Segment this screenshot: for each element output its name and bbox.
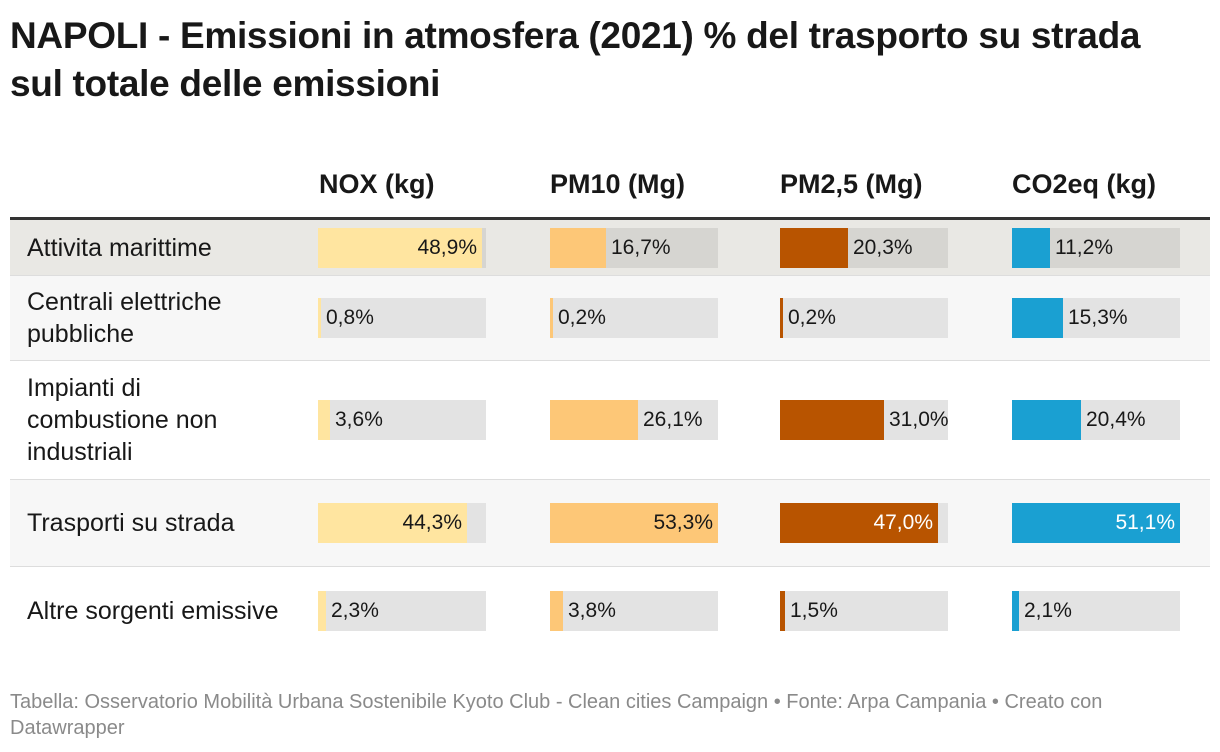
value-label-pm10: 26,1% <box>643 408 703 431</box>
value-label-nox: 44,3% <box>402 511 462 534</box>
bar-track-pm25: 31,0% <box>780 400 949 440</box>
bar-track-nox: 2,3% <box>318 591 486 631</box>
bar-co2eq <box>1012 298 1063 338</box>
bar-nox <box>318 591 326 631</box>
value-label-co2eq: 15,3% <box>1068 306 1128 329</box>
table-row: Attivita marittime 48,9% 16,7% 20,3% 11,2% <box>10 220 1210 276</box>
bar-track-co2eq: 11,2% <box>1012 228 1180 268</box>
bar-pm10 <box>550 503 718 543</box>
value-label-co2eq: 11,2% <box>1055 236 1113 259</box>
table-body: Attivita marittime 48,9% 16,7% 20,3% 11,2% Ce… <box>10 220 1210 655</box>
bar-track-co2eq: 51,1% <box>1012 503 1180 543</box>
bar-pm25 <box>780 400 884 440</box>
row-label: Impianti di combustione non industriali <box>27 374 218 466</box>
table-row: Impianti di combustione non industriali 3… <box>10 361 1210 480</box>
table-row: Trasporti su strada 44,3% 53,3% 47,0% 51,1% <box>10 480 1210 567</box>
value-label-pm25: 1,5% <box>790 599 838 622</box>
bar-track-pm10: 26,1% <box>550 400 718 440</box>
bar-pm25 <box>780 228 848 268</box>
bar-track-nox: 3,6% <box>318 400 486 440</box>
emissions-table: NOX (kg) PM10 (Mg) PM2,5 (Mg) CO2eq (kg)… <box>10 160 1210 655</box>
bar-track-nox: 48,9% <box>318 228 486 268</box>
source-note: Tabella: Osservatorio Mobilità Urbana So… <box>10 691 1103 739</box>
value-label-nox: 2,3% <box>331 599 379 622</box>
column-header-pm25[interactable]: PM2,5 (Mg) <box>780 169 923 199</box>
table-row: Altre sorgenti emissive 2,3% 3,8% 1,5% 2,1% <box>10 567 1210 655</box>
bar-track-pm25: 47,0% <box>780 503 948 543</box>
value-label-pm25: 0,2% <box>788 306 836 329</box>
row-label: Attivita marittime <box>27 233 212 262</box>
value-label-co2eq: 20,4% <box>1086 408 1146 431</box>
row-label: Centrali elettriche pubbliche <box>27 288 222 348</box>
bar-track-nox: 0,8% <box>318 298 486 338</box>
table-row: Centrali elettriche pubbliche 0,8% 0,2% 0,2… <box>10 276 1210 361</box>
value-label-pm10: 3,8% <box>568 599 616 622</box>
bar-co2eq <box>1012 503 1180 543</box>
row-label: Altre sorgenti emissive <box>27 597 279 625</box>
bar-pm10 <box>550 298 553 338</box>
bar-co2eq <box>1012 228 1050 268</box>
value-label-pm25: 20,3% <box>853 236 913 259</box>
column-header-nox[interactable]: NOX (kg) <box>319 169 435 199</box>
bar-track-co2eq: 15,3% <box>1012 298 1180 338</box>
column-header-co2eq[interactable]: CO2eq (kg) <box>1012 169 1157 199</box>
bar-track-pm10: 0,2% <box>550 298 718 338</box>
chart-title: NAPOLI - Emissioni in atmosfera (2021) %… <box>10 15 1141 104</box>
bar-track-pm25: 20,3% <box>780 228 948 268</box>
value-label-pm10: 16,7% <box>611 236 671 259</box>
bar-nox <box>318 503 467 543</box>
bar-track-co2eq: 2,1% <box>1012 591 1180 631</box>
bar-pm25 <box>780 298 783 338</box>
bar-track-pm10: 53,3% <box>550 503 718 543</box>
bar-nox <box>318 298 321 338</box>
bar-pm10 <box>550 591 563 631</box>
bar-pm25 <box>780 591 785 631</box>
bar-nox <box>318 228 482 268</box>
bar-co2eq <box>1012 591 1019 631</box>
table-header: NOX (kg) PM10 (Mg) PM2,5 (Mg) CO2eq (kg) <box>10 160 1210 220</box>
bar-pm10 <box>550 228 606 268</box>
value-label-pm10: 53,3% <box>653 511 713 534</box>
bar-track-pm25: 0,2% <box>780 298 948 338</box>
value-label-pm10: 0,2% <box>558 306 606 329</box>
column-header-pm10[interactable]: PM10 (Mg) <box>550 169 685 199</box>
bar-track-pm25: 1,5% <box>780 591 948 631</box>
bar-pm25 <box>780 503 938 543</box>
bar-track-pm10: 3,8% <box>550 591 718 631</box>
bar-track-pm10: 16,7% <box>550 228 718 268</box>
value-label-nox: 0,8% <box>326 306 374 329</box>
value-label-nox: 3,6% <box>335 408 383 431</box>
value-label-pm25: 47,0% <box>873 511 933 534</box>
value-label-pm25: 31,0% <box>889 408 949 431</box>
value-label-co2eq: 51,1% <box>1115 511 1175 534</box>
bar-nox <box>318 400 330 440</box>
row-label: Trasporti su strada <box>27 509 235 537</box>
bar-pm10 <box>550 400 638 440</box>
value-label-nox: 48,9% <box>417 236 477 259</box>
bar-co2eq <box>1012 400 1081 440</box>
bar-track-nox: 44,3% <box>318 503 486 543</box>
value-label-co2eq: 2,1% <box>1024 599 1072 622</box>
bar-track-co2eq: 20,4% <box>1012 400 1180 440</box>
